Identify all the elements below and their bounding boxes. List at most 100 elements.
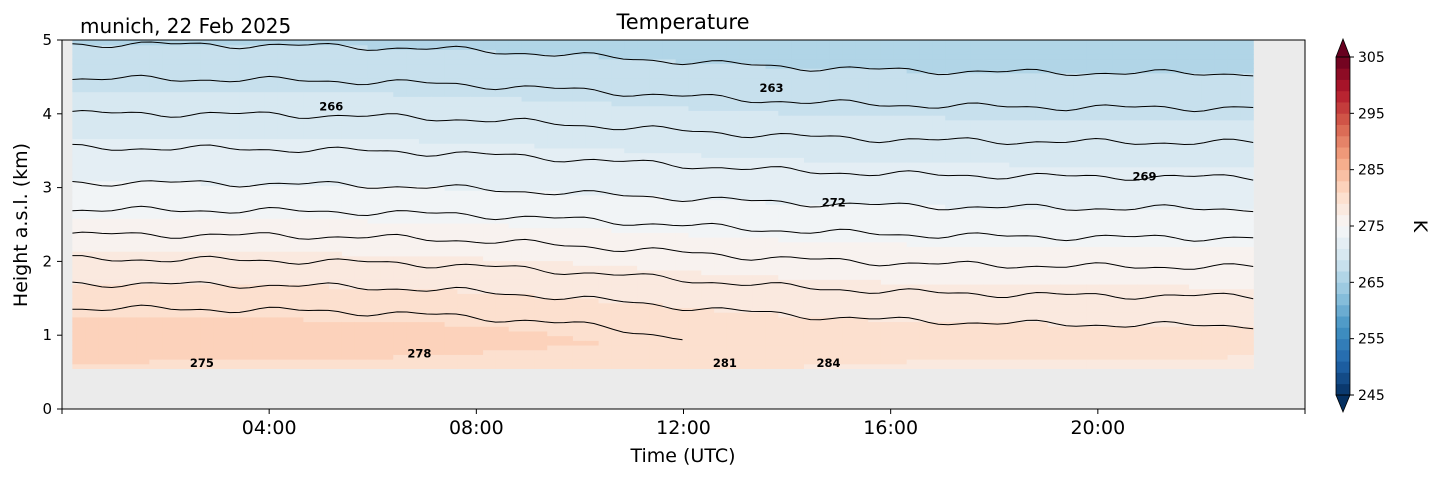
heatmap-cell <box>418 190 433 196</box>
heatmap-cell <box>213 321 227 327</box>
heatmap-cell <box>239 199 253 205</box>
heatmap-cell <box>842 110 856 116</box>
heatmap-cell <box>906 251 921 257</box>
heatmap-cell <box>508 344 523 351</box>
heatmap-cell <box>264 44 279 50</box>
heatmap-cell <box>842 152 856 158</box>
heatmap-cell <box>868 237 882 243</box>
heatmap-cell <box>316 44 330 50</box>
heatmap-cell <box>624 199 638 205</box>
heatmap-cell <box>675 298 690 304</box>
heatmap-cell <box>816 143 831 149</box>
heatmap-cell <box>585 180 600 187</box>
heatmap-cell <box>98 241 112 248</box>
heatmap-cell <box>354 68 369 74</box>
heatmap-cell <box>213 166 227 172</box>
heatmap-cell <box>431 199 446 205</box>
heatmap-cell <box>701 283 715 290</box>
heatmap-cell <box>226 213 240 219</box>
heatmap-cell <box>572 302 587 309</box>
heatmap-cell <box>791 255 805 262</box>
heatmap-cell <box>406 133 420 140</box>
heatmap-cell <box>316 194 330 201</box>
heatmap-cell <box>560 77 574 83</box>
heatmap-cell <box>444 147 459 154</box>
heatmap-cell <box>778 166 792 172</box>
heatmap-cell <box>868 227 882 233</box>
heatmap-cell <box>508 157 523 163</box>
heatmap-cell <box>277 307 292 313</box>
heatmap-cell <box>72 166 86 172</box>
heatmap-cell <box>406 166 420 172</box>
heatmap-cell <box>714 283 728 290</box>
heatmap-cell <box>226 326 240 332</box>
heatmap-cell <box>893 330 908 337</box>
heatmap-cell <box>98 147 112 154</box>
heatmap-cell <box>958 171 972 177</box>
heatmap-cell <box>303 363 317 370</box>
heatmap-cell <box>226 335 240 341</box>
heatmap-cell <box>367 260 382 266</box>
heatmap-cell <box>572 335 587 341</box>
heatmap-cell <box>842 176 856 182</box>
heatmap-cell <box>521 185 536 191</box>
heatmap-cell <box>354 246 369 252</box>
heatmap-cell <box>354 119 369 126</box>
heatmap-cell <box>778 110 792 116</box>
heatmap-cell <box>932 185 946 191</box>
heatmap-cell <box>226 312 240 318</box>
heatmap-cell <box>213 298 227 304</box>
heatmap-cell <box>264 316 279 323</box>
heatmap-cell <box>406 161 420 168</box>
heatmap-cell <box>354 204 369 210</box>
heatmap-cell <box>701 293 715 299</box>
heatmap-cell <box>521 166 536 172</box>
heatmap-cell <box>136 180 150 187</box>
heatmap-cell <box>367 237 382 243</box>
heatmap-cell <box>868 269 882 276</box>
heatmap-cell <box>162 63 176 69</box>
heatmap-cell <box>98 110 112 116</box>
heatmap-cell <box>585 91 600 97</box>
heatmap-cell <box>829 288 844 294</box>
heatmap-cell <box>213 246 227 252</box>
heatmap-cell <box>688 288 702 294</box>
heatmap-cell <box>508 279 523 285</box>
heatmap-cell <box>752 283 767 290</box>
heatmap-cell <box>290 298 304 304</box>
heatmap-cell <box>316 63 330 69</box>
heatmap-cell <box>778 298 792 304</box>
heatmap-cell <box>958 86 972 93</box>
heatmap-cell <box>662 72 677 79</box>
heatmap-cell <box>329 100 343 107</box>
heatmap-cell <box>123 161 138 168</box>
heatmap-cell <box>945 326 959 332</box>
heatmap-cell <box>958 143 972 149</box>
heatmap-cell <box>521 302 536 309</box>
heatmap-cell <box>919 354 933 360</box>
heatmap-cell <box>714 115 728 121</box>
heatmap-cell <box>880 302 895 309</box>
heatmap-cell <box>470 260 484 266</box>
heatmap-cell <box>714 227 728 233</box>
heatmap-cell <box>149 157 163 163</box>
heatmap-cell <box>277 269 292 276</box>
heatmap-cell <box>393 307 407 313</box>
heatmap-cell <box>85 232 99 238</box>
heatmap-cell <box>585 279 600 285</box>
heatmap-cell <box>547 208 561 215</box>
heatmap-cell <box>85 298 99 304</box>
heatmap-cell <box>123 293 138 299</box>
heatmap-cell <box>380 129 394 135</box>
heatmap-cell <box>406 54 420 60</box>
heatmap-cell <box>521 359 536 365</box>
heatmap-cell <box>303 293 317 299</box>
heatmap-cell <box>572 124 587 130</box>
heatmap-cell <box>726 133 741 140</box>
heatmap-cell <box>637 232 651 238</box>
heatmap-cell <box>701 110 715 116</box>
heatmap-cell <box>316 72 330 79</box>
heatmap-cell <box>585 283 600 290</box>
heatmap-cell <box>932 359 946 365</box>
heatmap-cell <box>316 190 330 196</box>
